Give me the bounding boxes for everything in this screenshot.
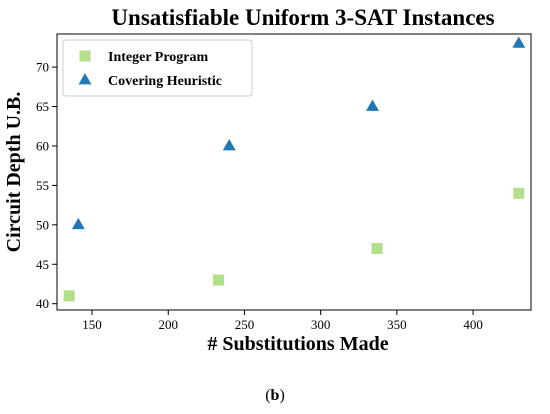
x-tick-label: 150 [82,317,102,332]
caption-close-paren: ) [279,387,285,404]
caption-letter: b [270,387,280,404]
x-axis-ticks: 150 200 250 300 350 400 [82,310,483,332]
y-tick-label: 60 [36,138,49,153]
legend: Integer Program Covering Heuristic [62,39,253,97]
x-tick-label: 200 [159,317,179,332]
legend-marker-integer-program [79,50,91,62]
x-tick-label: 350 [387,317,407,332]
integer-program-point [63,290,75,302]
covering-heuristic-point [71,217,85,230]
x-tick-label: 250 [235,317,255,332]
covering-heuristic-point [222,138,236,151]
integer-program-point [371,242,383,254]
y-tick-label: 40 [36,296,49,311]
legend-box [62,39,253,97]
covering-heuristic-point [366,99,379,111]
legend-label: Integer Program [108,50,209,65]
figure-caption: (b) [0,387,550,405]
caption-open-paren: ( [265,387,271,404]
integer-program-point [513,187,525,199]
scatter-chart: Unsatisfiable Uniform 3-SAT Instances 15… [3,5,532,355]
x-axis-label: # Substitutions Made [207,333,388,355]
y-tick-label: 45 [36,257,49,272]
y-axis-label: Circuit Depth U.B. [3,92,25,253]
legend-marker-covering-heuristic [78,73,92,85]
covering-heuristic-point [512,36,526,48]
y-tick-label: 55 [36,178,49,193]
y-axis-ticks: 40 45 50 55 60 65 70 [36,60,57,311]
legend-label: Covering Heuristic [108,74,222,89]
x-tick-label: 300 [311,317,331,332]
y-tick-label: 65 [36,99,49,114]
y-tick-label: 50 [36,217,49,232]
plot-frame [56,33,532,311]
data-markers [63,36,526,302]
x-tick-label: 400 [463,317,483,332]
chart-title: Unsatisfiable Uniform 3-SAT Instances [111,5,494,30]
y-tick-label: 70 [36,60,49,75]
integer-program-point [213,274,225,286]
